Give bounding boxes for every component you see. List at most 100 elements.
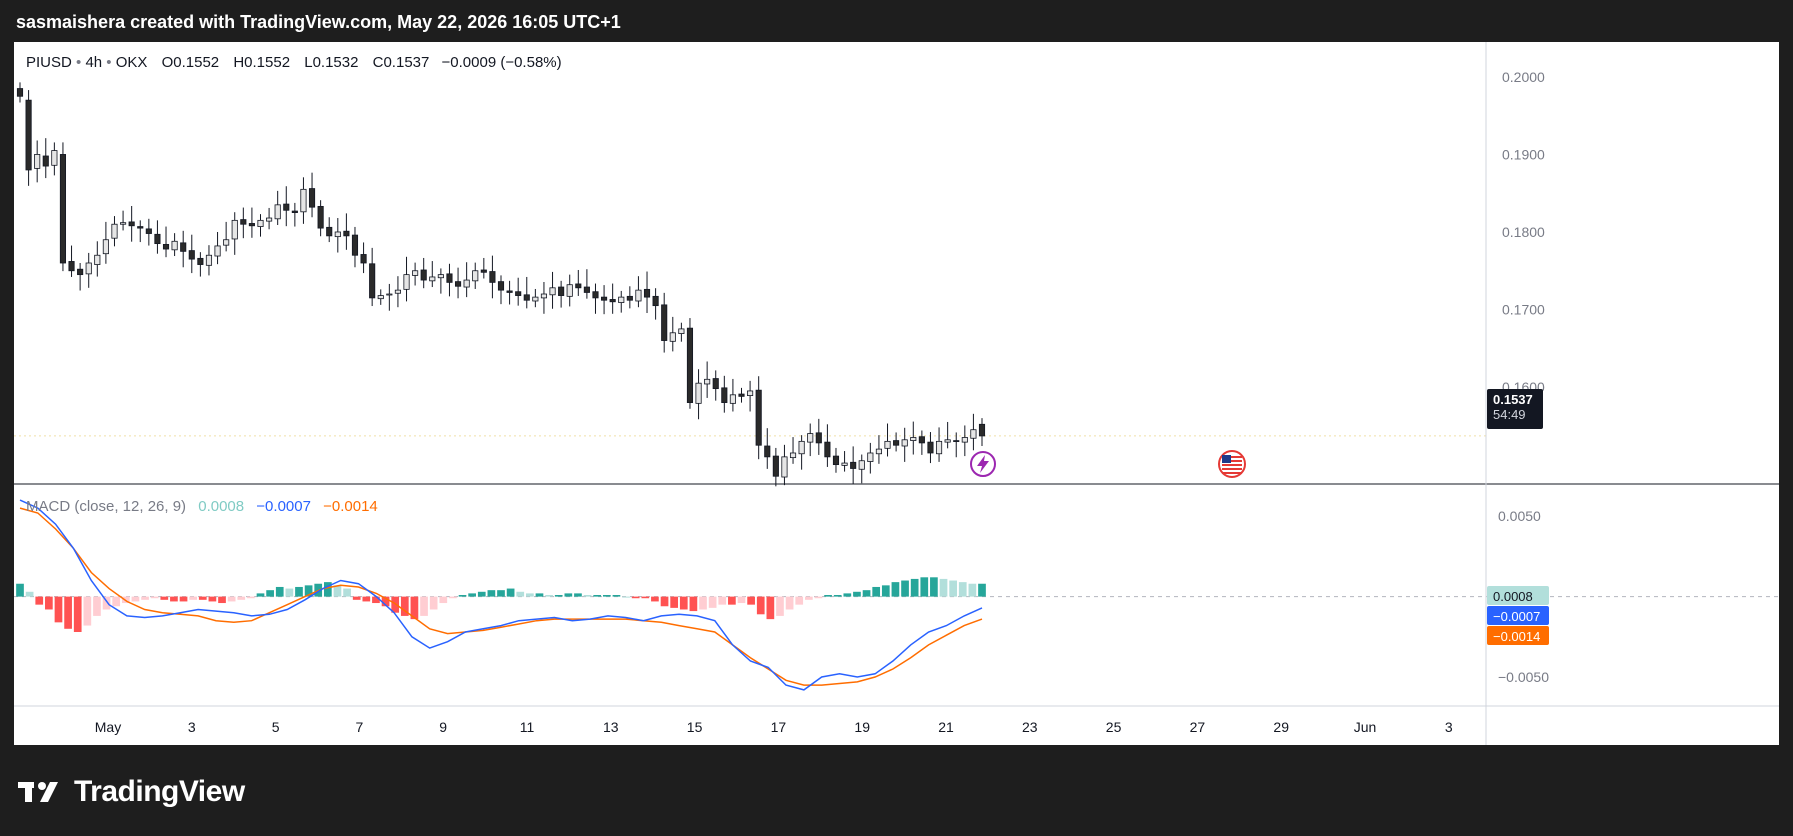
candle-body <box>489 271 496 283</box>
flag-stripe <box>1222 460 1242 462</box>
flag-canton <box>1222 455 1231 463</box>
candle-body <box>961 437 968 443</box>
macd-histogram-bar <box>679 596 688 610</box>
legend-exchange[interactable]: OKX <box>115 54 148 71</box>
macd-histogram-bar <box>102 596 111 610</box>
candle-body <box>609 299 616 303</box>
candle-body <box>635 289 642 302</box>
candle-body <box>944 439 951 443</box>
candle-body <box>858 460 865 470</box>
macd-histogram-bar <box>554 595 563 597</box>
price-tick-label: 0.2000 <box>1502 69 1545 85</box>
candle-body <box>764 445 771 458</box>
macd-histogram-bar <box>766 596 775 620</box>
macd-histogram-bar <box>756 596 765 615</box>
macd-histogram-bar <box>198 596 207 600</box>
candle-body <box>867 452 874 462</box>
macd-histogram-bar <box>506 588 515 597</box>
candle-body <box>360 254 367 264</box>
macd-histogram-bar <box>285 588 294 597</box>
candle-body <box>394 289 401 294</box>
candle-body <box>248 223 255 227</box>
macd-histogram-bar <box>352 596 361 600</box>
chart-canvas[interactable]: 0.20000.19000.18000.17000.16000.0050−0.0… <box>14 42 1779 745</box>
candle-body <box>137 226 144 229</box>
candle-body <box>549 287 556 296</box>
candle-body <box>824 441 831 458</box>
footer-brand: TradingView <box>18 772 245 812</box>
macd-histogram-bar <box>487 590 496 597</box>
candle-body <box>446 273 453 283</box>
candle-body <box>772 455 779 477</box>
macd-histogram-bar <box>295 586 303 597</box>
candle-body <box>145 228 152 234</box>
candle-body <box>678 328 685 334</box>
macd-histogram-bar <box>641 596 650 599</box>
macd-histogram-bar <box>333 585 342 597</box>
macd-histogram-bar <box>439 596 448 604</box>
legend-interval[interactable]: 4h <box>85 54 103 71</box>
macd-histogram-tag: 0.0008 <box>1487 586 1549 605</box>
macd-legend-histogram: 0.0008 <box>198 498 245 515</box>
legend-symbol[interactable]: PIUSD <box>26 54 72 71</box>
us-flag-event-icon[interactable] <box>1218 450 1246 478</box>
time-tick-label: 3 <box>188 719 196 735</box>
macd-histogram-bar <box>958 582 967 597</box>
candle-body <box>893 440 900 446</box>
last-price-tag: 0.1537 54:49 <box>1487 389 1543 429</box>
candle-body <box>566 284 573 297</box>
candle-body <box>832 455 840 466</box>
candle-body <box>798 440 805 455</box>
macd-histogram-bar <box>622 596 630 598</box>
macd-histogram-bar <box>881 585 890 597</box>
macd-histogram-bar <box>141 596 149 600</box>
legend-sep: • <box>106 54 116 71</box>
candle-body <box>128 221 135 227</box>
candle-body <box>927 441 934 454</box>
candle-body <box>180 242 187 252</box>
macd-histogram-bar <box>179 596 188 602</box>
macd-signal-tag: −0.0014 <box>1487 626 1549 645</box>
macd-line-tag: −0.0007 <box>1487 606 1549 625</box>
time-tick-label: 13 <box>603 719 619 735</box>
lightning-event-icon[interactable] <box>970 451 996 477</box>
candle-body <box>274 204 281 220</box>
macd-histogram-bar <box>545 595 553 597</box>
legend-sep: • <box>76 54 86 71</box>
time-tick-label: May <box>95 719 121 735</box>
macd-histogram-bar <box>795 596 804 605</box>
flag-stripe <box>1222 472 1242 474</box>
macd-histogram-bar <box>776 596 784 616</box>
candle-body <box>51 150 58 166</box>
time-tick-label: 3 <box>1445 719 1453 735</box>
event-icons[interactable] <box>970 450 1246 478</box>
candle-body <box>601 296 608 301</box>
macd-legend: MACD (close, 12, 26, 9) 0.0008 −0.0007 −… <box>26 498 378 515</box>
candle-body <box>68 261 75 272</box>
macd-histogram-bar <box>708 596 717 608</box>
macd-histogram-bar <box>564 593 573 597</box>
flag-stripe <box>1222 464 1242 466</box>
flag-stripe <box>1222 456 1242 458</box>
candle-body <box>558 286 565 296</box>
macd-histogram-bar <box>458 595 467 597</box>
legend-high-label: H <box>233 54 245 71</box>
macd-line <box>19 499 983 691</box>
candle-body <box>59 154 67 264</box>
macd-lines <box>19 499 983 691</box>
price-tick-label: 0.1900 <box>1502 146 1545 162</box>
macd-legend-name[interactable]: MACD (close, 12, 26, 9) <box>26 498 187 515</box>
time-tick-label: 27 <box>1190 719 1206 735</box>
macd-histogram-bar <box>25 591 34 597</box>
macd-histogram-bar <box>35 596 44 605</box>
candle-body <box>257 219 264 227</box>
time-tick-label: 21 <box>938 719 954 735</box>
candle-body <box>480 269 487 273</box>
time-tick-label: 23 <box>1022 719 1038 735</box>
time-tick-label: 29 <box>1273 719 1289 735</box>
candle-body <box>437 274 444 279</box>
chart-area[interactable]: 0.2000 0.1900 0.1800 0.1700 0.1600 0.0050 −0.0… <box>14 42 1779 745</box>
macd-histogram-bar <box>410 596 419 620</box>
candle-body <box>523 294 530 301</box>
price-candles <box>16 82 986 487</box>
